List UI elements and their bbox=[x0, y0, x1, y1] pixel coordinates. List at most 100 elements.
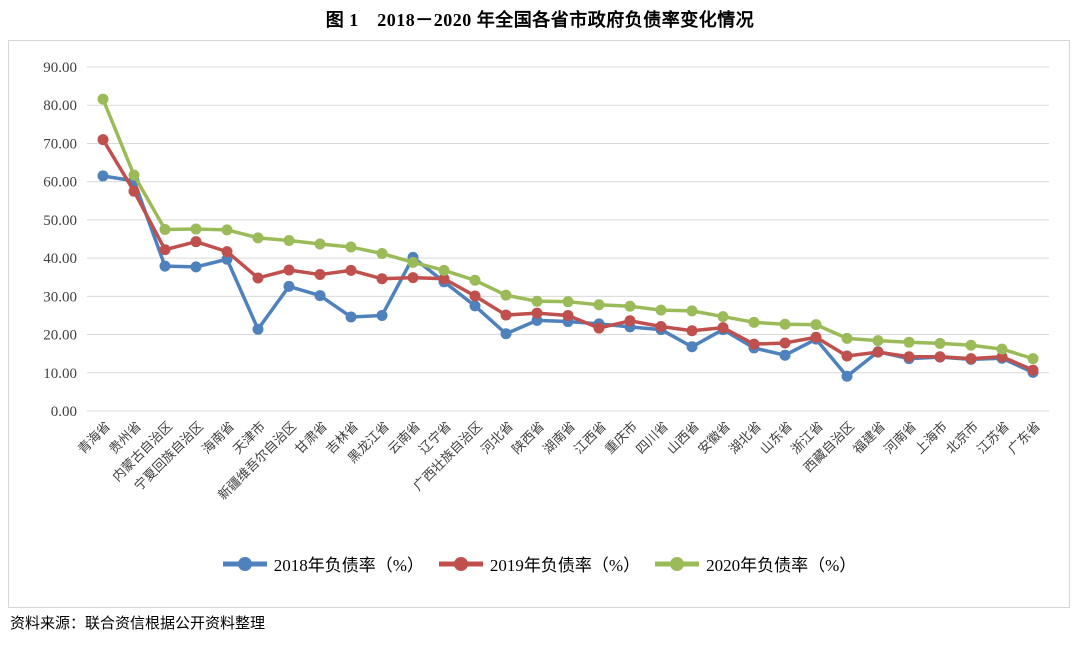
data-point bbox=[438, 273, 450, 285]
x-category-label: 安徽省 bbox=[695, 419, 733, 457]
figure-title: 图 1 2018－2020 年全国各省市政府负债率变化情况 bbox=[325, 10, 755, 30]
data-point bbox=[686, 305, 698, 317]
data-point bbox=[128, 169, 140, 181]
data-point bbox=[779, 318, 791, 330]
data-point bbox=[686, 325, 698, 337]
y-tick-label: 80.00 bbox=[43, 98, 77, 114]
data-point bbox=[252, 272, 264, 284]
chart-frame: 0.00 10.00 20.00 30.00 40.00 50.00 60.00 70.00 8… bbox=[8, 40, 1070, 608]
x-category-label: 青海省 bbox=[75, 419, 113, 457]
legend-marker-2020-icon bbox=[655, 556, 700, 571]
data-point bbox=[283, 235, 295, 247]
data-point bbox=[810, 319, 822, 331]
data-point bbox=[593, 322, 605, 334]
x-category-label: 上海市 bbox=[912, 419, 950, 457]
x-category-label: 北京市 bbox=[943, 419, 981, 457]
data-point bbox=[128, 185, 140, 197]
y-tick-label: 30.00 bbox=[43, 289, 77, 305]
legend-label-2018: 2018年负债率（%） bbox=[273, 556, 424, 575]
data-point bbox=[221, 246, 233, 258]
data-point bbox=[438, 264, 450, 276]
data-point bbox=[810, 331, 822, 343]
data-point bbox=[996, 351, 1008, 363]
data-point bbox=[965, 339, 977, 351]
data-point bbox=[934, 351, 946, 363]
data-point bbox=[934, 337, 946, 349]
legend-dot bbox=[237, 556, 252, 571]
data-point bbox=[500, 328, 512, 340]
data-point bbox=[283, 280, 295, 292]
legend-item-2018: 2018年负债率（%） bbox=[222, 551, 424, 576]
x-category-label: 山西省 bbox=[664, 419, 702, 457]
gridlines bbox=[87, 66, 1049, 412]
data-point bbox=[252, 232, 264, 244]
x-category-label: 福建省 bbox=[850, 419, 888, 457]
data-point bbox=[1027, 364, 1039, 376]
data-point bbox=[190, 223, 202, 235]
data-point bbox=[841, 332, 853, 344]
legend-label-2020: 2020年负债率（%） bbox=[706, 556, 857, 575]
data-point bbox=[407, 256, 419, 268]
y-tick-label: 20.00 bbox=[43, 328, 77, 344]
x-category-label: 河南省 bbox=[881, 419, 919, 457]
data-point bbox=[97, 93, 109, 105]
data-point bbox=[686, 341, 698, 353]
data-point bbox=[655, 321, 667, 333]
data-point bbox=[314, 238, 326, 250]
data-point bbox=[221, 224, 233, 236]
data-point bbox=[500, 289, 512, 301]
data-point bbox=[159, 260, 171, 272]
data-point bbox=[965, 353, 977, 365]
data-point bbox=[159, 223, 171, 235]
data-point bbox=[624, 315, 636, 327]
data-point bbox=[283, 264, 295, 276]
y-tick-label: 40.00 bbox=[43, 251, 77, 267]
data-point bbox=[190, 236, 202, 248]
data-point bbox=[345, 311, 357, 323]
y-tick-label: 70.00 bbox=[43, 136, 77, 152]
data-point bbox=[562, 296, 574, 308]
legend-marker-2018-icon bbox=[222, 556, 267, 571]
y-tick-label: 60.00 bbox=[43, 175, 77, 191]
y-tick-label: 10.00 bbox=[43, 366, 77, 382]
data-point bbox=[903, 336, 915, 348]
data-point bbox=[593, 299, 605, 311]
data-point bbox=[655, 304, 667, 316]
data-point bbox=[903, 351, 915, 363]
data-point bbox=[500, 309, 512, 321]
y-tick-label: 50.00 bbox=[43, 213, 77, 229]
legend-item-2020: 2020年负债率（%） bbox=[654, 551, 856, 576]
series-2 bbox=[97, 93, 1039, 365]
series-line-0 bbox=[102, 174, 1034, 378]
data-point bbox=[159, 244, 171, 256]
data-point bbox=[376, 248, 388, 260]
series-line-1 bbox=[101, 138, 1034, 372]
data-point bbox=[469, 274, 481, 286]
x-category-label: 海南省 bbox=[199, 419, 237, 457]
data-point bbox=[531, 307, 543, 319]
data-point bbox=[562, 309, 574, 321]
legend-item-2019: 2019年负债率（%） bbox=[438, 551, 640, 576]
data-point bbox=[345, 241, 357, 253]
legend-label-2019: 2019年负债率（%） bbox=[489, 556, 641, 575]
data-point bbox=[221, 253, 233, 265]
data-point bbox=[1027, 353, 1039, 365]
data-point bbox=[779, 337, 791, 349]
x-category-label: 云南省 bbox=[385, 419, 423, 457]
data-point bbox=[314, 290, 326, 302]
data-point bbox=[97, 170, 109, 182]
legend-marker-2019-icon bbox=[438, 556, 483, 571]
x-category-label: 江苏省 bbox=[974, 419, 1012, 457]
x-category-labels: 青海省贵州省内蒙古自治区宁夏回族自治区海南省天津市新疆维吾尔自治区甘肃省吉林省黑… bbox=[75, 419, 1043, 503]
data-point bbox=[190, 261, 202, 273]
data-point bbox=[841, 370, 853, 382]
data-point bbox=[376, 309, 388, 321]
y-tick-labels: 0.00 10.00 20.00 30.00 40.00 50.00 60.00 70.00 8… bbox=[43, 60, 77, 420]
x-category-label: 河北省 bbox=[478, 419, 516, 457]
data-point bbox=[531, 295, 543, 307]
x-category-label: 重庆市 bbox=[602, 419, 640, 457]
data-point bbox=[314, 269, 326, 281]
chart-svg: 0.00 10.00 20.00 30.00 40.00 50.00 60.00 70.00 8… bbox=[43, 60, 1049, 503]
data-point bbox=[717, 311, 729, 323]
x-category-label: 山东省 bbox=[757, 419, 795, 457]
